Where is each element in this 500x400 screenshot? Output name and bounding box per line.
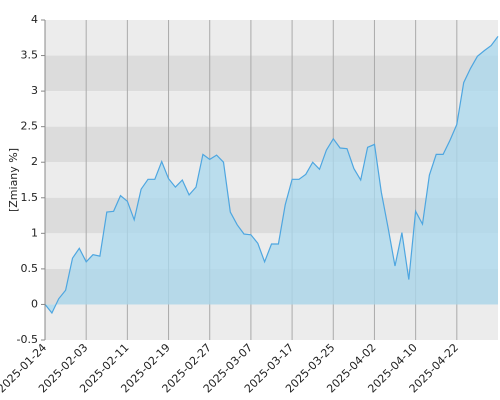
- background-band: [45, 20, 498, 56]
- y-tick-label: 1: [31, 226, 38, 239]
- area: [45, 36, 498, 314]
- y-tick-label: 1.5: [21, 191, 39, 204]
- y-tick-label: -0.5: [17, 333, 38, 346]
- y-tick-label: 0.5: [21, 262, 39, 275]
- y-tick-label: 2: [31, 155, 38, 168]
- background-band: [45, 162, 498, 198]
- background-band: [45, 55, 498, 92]
- y-tick-label: 3.5: [21, 49, 39, 62]
- background-band: [45, 91, 498, 127]
- line: [44, 36, 499, 315]
- background-band: [45, 126, 498, 163]
- y-tick-label: 4: [31, 13, 38, 26]
- y-tick-label: 3: [31, 84, 38, 97]
- y-tick-label: 2.5: [21, 120, 39, 133]
- y-axis-label: [Zmiany %]: [7, 148, 20, 212]
- background-band: [45, 304, 498, 340]
- y-tick-label: 0: [31, 297, 38, 310]
